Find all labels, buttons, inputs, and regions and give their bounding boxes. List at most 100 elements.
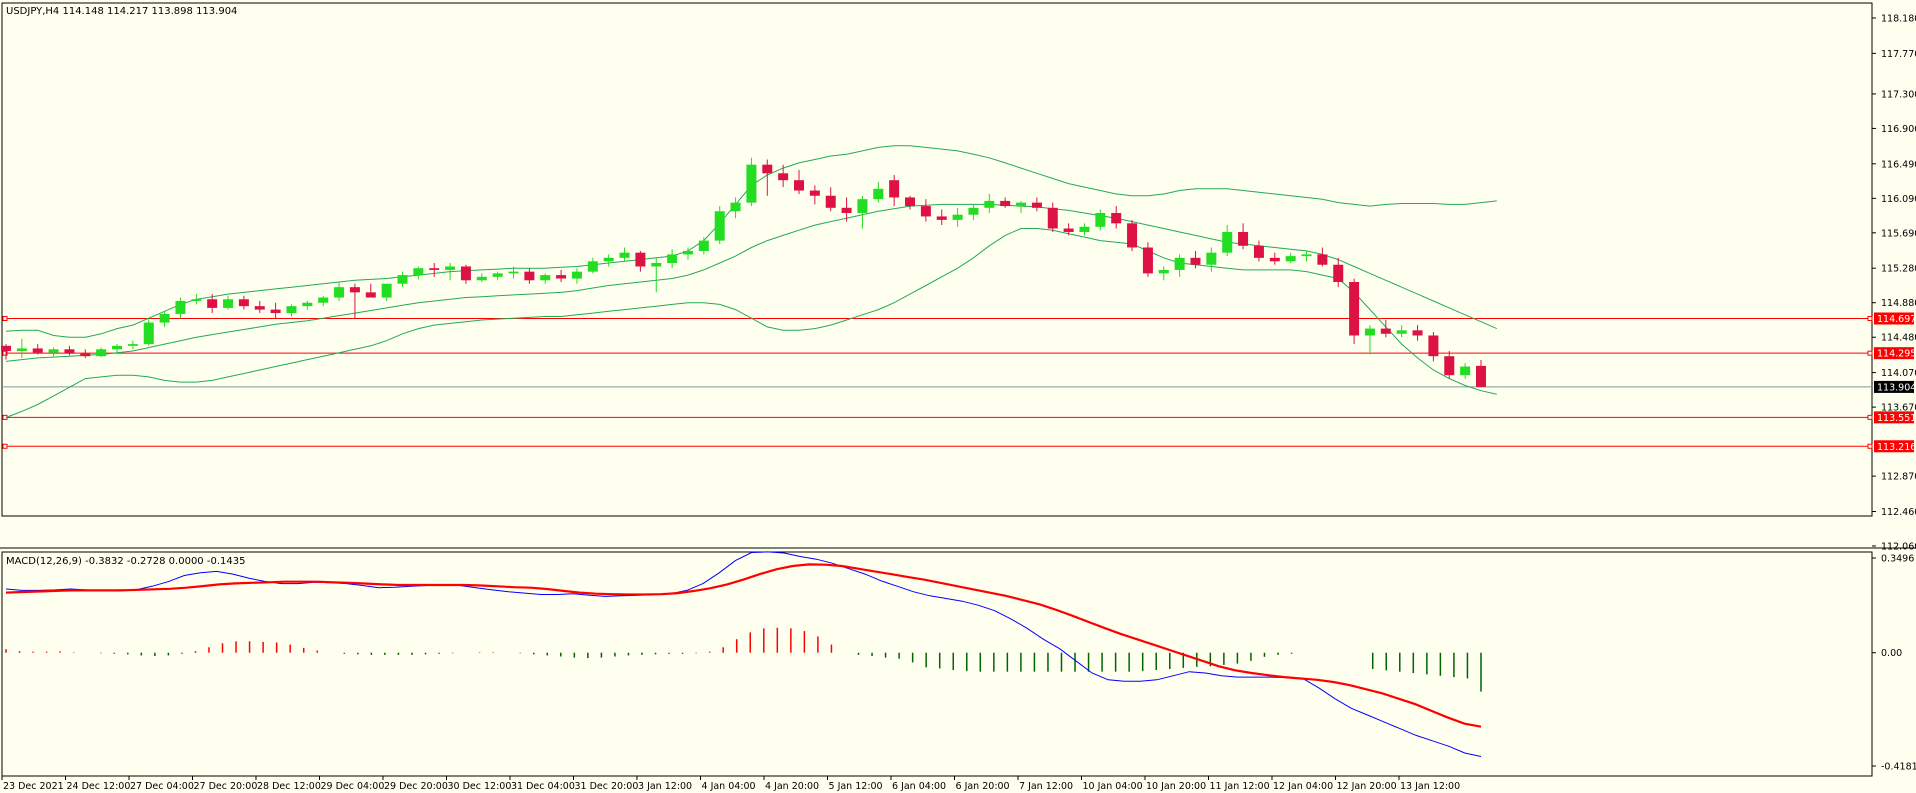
candle xyxy=(936,209,947,226)
candle xyxy=(857,195,868,229)
candle-body xyxy=(635,252,646,267)
candle-body xyxy=(809,190,820,196)
candle xyxy=(1301,250,1312,262)
candle xyxy=(1174,254,1185,277)
candle xyxy=(667,249,678,269)
time-tick-label: 5 Jan 12:00 xyxy=(829,781,883,792)
candle xyxy=(1142,242,1153,277)
candle xyxy=(556,269,567,282)
price-tick-label: 117.300 xyxy=(1881,89,1916,100)
candle-body xyxy=(254,306,265,310)
level-handle-right[interactable] xyxy=(1867,315,1873,321)
time-tick-label: 3 Jan 12:00 xyxy=(638,781,692,792)
candle-body xyxy=(682,250,693,255)
level-handle-left[interactable] xyxy=(2,350,8,356)
candle xyxy=(1031,197,1042,212)
candle xyxy=(1412,325,1423,341)
candle-body xyxy=(825,195,836,208)
candle xyxy=(540,273,551,284)
time-tick-label: 29 Dec 20:00 xyxy=(384,781,448,792)
candle xyxy=(429,263,440,277)
candle xyxy=(825,187,836,212)
candle xyxy=(254,300,265,314)
candle xyxy=(1333,257,1344,288)
level-handle-left[interactable] xyxy=(2,443,8,449)
candle-body xyxy=(460,266,471,281)
candle xyxy=(1460,363,1471,379)
candle-body xyxy=(984,200,995,208)
candle-body xyxy=(1238,231,1249,246)
candle-body xyxy=(32,348,43,353)
candle-body xyxy=(905,197,916,207)
candle xyxy=(112,344,123,353)
time-tick-label: 13 Jan 12:00 xyxy=(1400,781,1460,792)
time-axis[interactable]: 23 Dec 2021 24 Dec 12:00 27 Dec 04:00 27 De… xyxy=(1,776,1460,792)
candle xyxy=(318,295,329,307)
level-handle-right[interactable] xyxy=(1867,414,1873,420)
candle-body xyxy=(1396,330,1407,334)
candle-body xyxy=(1428,335,1439,357)
candle xyxy=(619,247,630,262)
candle-body xyxy=(238,299,249,307)
candle xyxy=(1,344,11,360)
candle-body xyxy=(143,322,154,345)
candle xyxy=(159,311,170,327)
price-tick-label: 117.770 xyxy=(1881,49,1916,60)
candle xyxy=(445,263,456,281)
level-handle-left[interactable] xyxy=(2,315,8,321)
current-price-box xyxy=(1874,380,1914,393)
candle-body xyxy=(556,275,567,279)
candle xyxy=(397,271,408,288)
candle-body xyxy=(413,268,424,276)
candle xyxy=(1158,266,1169,281)
level-handle-right[interactable] xyxy=(1867,350,1873,356)
candle-body xyxy=(1111,212,1122,224)
time-tick-label: 6 Jan 20:00 xyxy=(956,781,1010,792)
candle-body xyxy=(159,313,170,323)
macd-signal-line xyxy=(5,563,1482,728)
band-middle xyxy=(5,203,1498,362)
level-price-box xyxy=(1874,312,1914,325)
candle xyxy=(476,273,487,282)
level-price-label: 114.697 xyxy=(1877,314,1916,325)
candle xyxy=(603,254,614,267)
time-tick-label: 27 Dec 04:00 xyxy=(130,781,194,792)
candle xyxy=(905,195,916,210)
price-tick-label: 114.480 xyxy=(1881,333,1916,344)
candle xyxy=(968,204,979,220)
time-tick-label: 11 Jan 12:00 xyxy=(1210,781,1270,792)
candle xyxy=(1285,252,1296,264)
candle-body xyxy=(1031,202,1042,208)
candle-body xyxy=(841,207,852,213)
candle-body xyxy=(445,266,456,270)
main-pane-frame xyxy=(1,2,1873,517)
price-tick-label: 112.060 xyxy=(1881,542,1916,553)
candle xyxy=(223,295,234,310)
candle xyxy=(651,257,662,293)
candle xyxy=(381,283,392,301)
candle xyxy=(1190,250,1201,269)
candle xyxy=(762,159,773,196)
candle xyxy=(16,338,27,358)
candle xyxy=(334,282,345,301)
candle-body xyxy=(746,164,757,203)
candle xyxy=(635,250,646,272)
candle xyxy=(587,257,598,274)
candle xyxy=(349,283,360,319)
price-axis[interactable]: 118.180 117.770 117.300 116.900 116.490 116.0… xyxy=(1872,14,1916,553)
level-handle-right[interactable] xyxy=(1867,443,1873,449)
candle-body xyxy=(1460,366,1471,376)
candle-body xyxy=(1222,231,1233,253)
macd-axis[interactable]: 0.3496 0.00 -0.4181 xyxy=(1872,554,1916,773)
candle xyxy=(889,175,900,207)
time-tick-label: 12 Jan 04:00 xyxy=(1273,781,1333,792)
price-tick-label: 112.870 xyxy=(1881,472,1916,483)
candle-body xyxy=(667,254,678,264)
level-price-box xyxy=(1874,440,1914,453)
candle-body xyxy=(207,299,218,308)
candle xyxy=(270,302,281,319)
candle xyxy=(1253,240,1264,262)
candle-body xyxy=(286,306,297,314)
macd-pane-frame xyxy=(1,551,1873,777)
